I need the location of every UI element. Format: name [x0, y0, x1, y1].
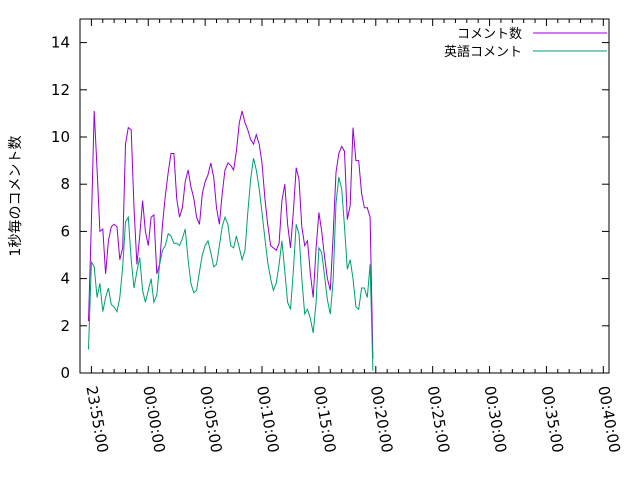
series-line-1	[88, 110, 374, 359]
x-axis: 23:55:00 00:00:00 00:05:00 00:10:00 00:15:00…	[82, 19, 624, 454]
x-tick-label: 00:00:00	[139, 385, 168, 454]
series-line-2	[88, 158, 374, 371]
x-tick-label: 00:15:00	[310, 385, 339, 454]
x-tick-label: 00:40:00	[594, 385, 623, 454]
y-tick-label: 2	[60, 317, 70, 335]
x-tick-label: 00:30:00	[481, 385, 510, 454]
y-tick-label: 14	[51, 34, 70, 52]
y-axis: 0 2 4 6 8 10 12 14	[51, 34, 609, 382]
y-tick-label: 6	[60, 222, 70, 240]
y-tick-label: 0	[60, 364, 70, 382]
x-tick-label: 23:55:00	[82, 385, 111, 454]
plot-frame	[79, 18, 610, 374]
y-tick-label: 4	[60, 270, 70, 288]
x-tick-label: 00:10:00	[253, 385, 282, 454]
y-tick-label: 12	[51, 81, 70, 99]
x-tick-label: 00:35:00	[537, 385, 566, 454]
y-tick-label: 8	[60, 175, 70, 193]
x-tick-label: 00:20:00	[367, 385, 396, 454]
series-lines	[88, 110, 374, 371]
legend-label: 英語コメント	[444, 44, 522, 60]
y-axis-label: 1秒毎のコメント数	[8, 136, 24, 257]
y-tick-label: 10	[51, 128, 70, 146]
legend-label: コメント数	[457, 27, 522, 42]
x-tick-label: 00:05:00	[196, 385, 225, 454]
x-tick-label: 00:25:00	[424, 385, 453, 454]
